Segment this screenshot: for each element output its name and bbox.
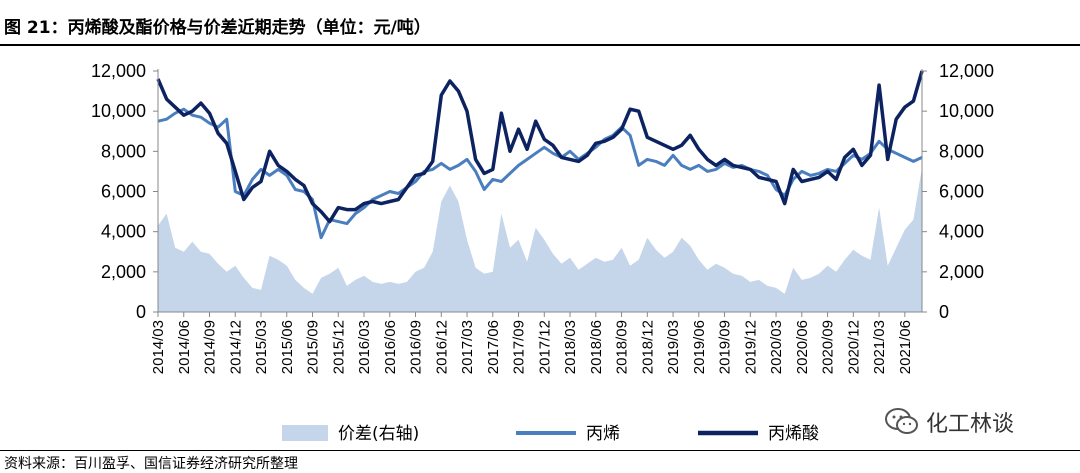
right-tick-label: 2,000 bbox=[939, 262, 984, 282]
left-tick-label: 0 bbox=[136, 302, 146, 322]
series-line-propylene bbox=[157, 107, 923, 240]
x-tick-label: 2020/06 bbox=[794, 320, 811, 374]
left-tick-label: 10,000 bbox=[91, 101, 146, 121]
legend-label: 丙烯 bbox=[586, 424, 620, 444]
x-tick-label: 2019/09 bbox=[717, 320, 734, 374]
x-tick-label: 2016/09 bbox=[408, 320, 425, 374]
spread-area-layer bbox=[158, 167, 922, 312]
x-tick-label: 2019/06 bbox=[691, 320, 708, 374]
left-tick-label: 12,000 bbox=[91, 61, 146, 81]
x-tick-label: 2014/03 bbox=[150, 320, 167, 374]
wechat-icon bbox=[885, 408, 918, 434]
watermark: 化工林谈 bbox=[884, 406, 1014, 438]
x-tick-label: 2016/03 bbox=[356, 320, 373, 374]
legend-label: 价差(右轴) bbox=[338, 424, 419, 444]
right-tick-label: 0 bbox=[939, 302, 949, 322]
x-tick-label: 2020/12 bbox=[845, 320, 862, 374]
x-tick-label: 2015/03 bbox=[253, 320, 270, 374]
x-tick-label: 2020/09 bbox=[820, 320, 837, 374]
source-note: 资料来源：百川盈孚、国信证券经济研究所整理 bbox=[4, 456, 298, 472]
left-axis-ticks: 0 2,000 4,000 6,000 8,000 10,000 12,000 bbox=[91, 61, 158, 322]
x-tick-label: 2018/12 bbox=[639, 320, 656, 374]
x-tick-label: 2014/06 bbox=[176, 320, 193, 374]
left-tick-label: 8,000 bbox=[101, 141, 146, 161]
right-tick-label: 4,000 bbox=[939, 222, 984, 242]
left-tick-label: 4,000 bbox=[101, 222, 146, 242]
x-tick-label: 2014/09 bbox=[202, 320, 219, 374]
x-tick-label: 2018/06 bbox=[588, 320, 605, 374]
line-area-chart: 0 2,000 4,000 6,000 8,000 10,000 12,000 0 2,000… bbox=[91, 61, 994, 444]
x-axis-ticks: 2014/03 2014/06 2014/09 2014/12 2015/03 2015/… bbox=[150, 312, 914, 374]
legend-label: 丙烯酸 bbox=[768, 424, 819, 444]
price-lines-layer bbox=[156, 70, 924, 240]
x-tick-label: 2017/12 bbox=[536, 320, 553, 374]
x-tick-label: 2016/06 bbox=[382, 320, 399, 374]
chart-legend: 价差(右轴) 丙烯 丙烯酸 bbox=[282, 424, 819, 444]
right-tick-label: 8,000 bbox=[939, 141, 984, 161]
x-tick-label: 2017/03 bbox=[459, 320, 476, 374]
right-axis-ticks: 0 2,000 4,000 6,000 8,000 10,000 12,000 bbox=[922, 61, 994, 322]
series-line-acrylic-acid bbox=[156, 70, 924, 224]
x-tick-label: 2019/12 bbox=[742, 320, 759, 374]
x-tick-label: 2018/09 bbox=[614, 320, 631, 374]
x-tick-label: 2017/06 bbox=[485, 320, 502, 374]
legend-swatch-spread bbox=[282, 425, 328, 441]
source-divider bbox=[0, 450, 1080, 451]
right-tick-label: 6,000 bbox=[939, 182, 984, 202]
left-tick-label: 6,000 bbox=[101, 182, 146, 202]
x-tick-label: 2018/03 bbox=[562, 320, 579, 374]
chart-title: 图 21：丙烯酸及酯价格与价差近期走势（单位：元/吨） bbox=[4, 18, 431, 38]
x-tick-label: 2016/12 bbox=[433, 320, 450, 374]
x-tick-label: 2020/03 bbox=[768, 320, 785, 374]
x-tick-label: 2021/03 bbox=[871, 320, 888, 374]
watermark-text: 化工林谈 bbox=[926, 412, 1015, 437]
title-divider bbox=[0, 44, 1080, 46]
x-tick-label: 2021/06 bbox=[897, 320, 914, 374]
x-tick-label: 2015/09 bbox=[305, 320, 322, 374]
series-area-spread bbox=[158, 167, 922, 312]
right-tick-label: 12,000 bbox=[939, 61, 994, 81]
x-tick-label: 2014/12 bbox=[227, 320, 244, 374]
x-tick-label: 2015/06 bbox=[279, 320, 296, 374]
left-tick-label: 2,000 bbox=[101, 262, 146, 282]
x-tick-label: 2019/03 bbox=[665, 320, 682, 374]
right-tick-label: 10,000 bbox=[939, 101, 994, 121]
x-tick-label: 2017/09 bbox=[511, 320, 528, 374]
x-tick-label: 2015/12 bbox=[330, 320, 347, 374]
